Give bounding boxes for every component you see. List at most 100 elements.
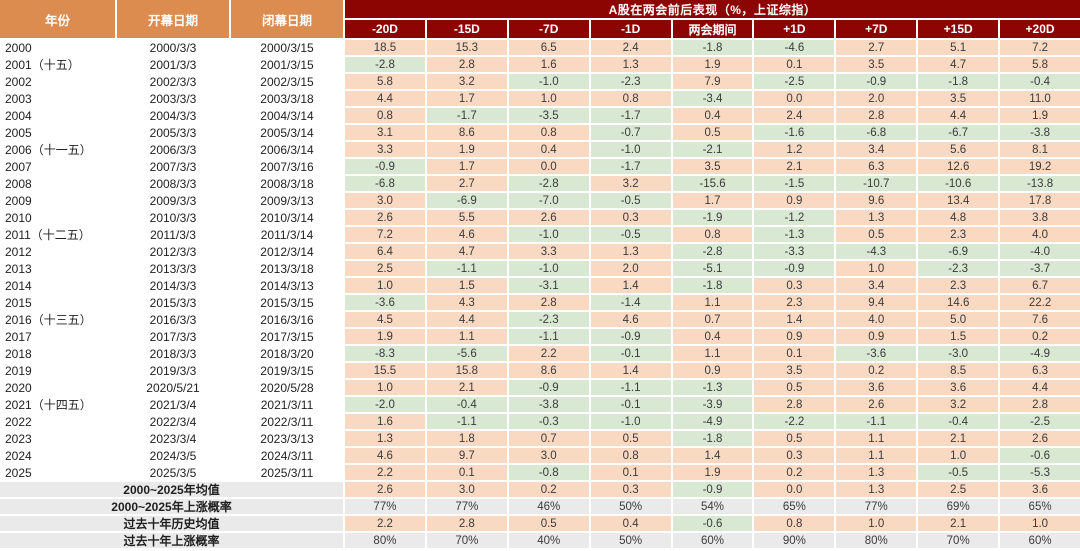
perf-cell: 2.5 [345,261,425,276]
year-cell: 2025 [5,465,32,480]
perf-cell: 1.1 [672,295,753,310]
perf-cell: 5.6 [918,142,999,157]
table-row: 2018 2018/3/3 2018/3/20 -8.3 -5.6 2.2 -0.1 1.1 0… [0,346,1080,361]
perf-cell: 0.3 [754,278,835,293]
perf-cell: 0.1 [754,57,835,72]
table-row: 2004 2004/3/3 2004/3/14 0.8 -1.7 -3.5 -1.7 0.4 2… [0,108,1080,123]
open-date-cell: 2023/3/4 [149,431,197,446]
perf-cell: 15.3 [426,40,507,55]
summary-value-cell: 50% [590,499,671,514]
perf-cell: -0.1 [590,346,671,361]
perf-cell: -1.8 [672,40,753,55]
perf-cell: 3.5 [918,91,999,106]
open-date-cell: 2015/3/3 [149,295,197,310]
summary-value-cell: 70% [918,533,999,548]
summary-value-cell: -0.6 [672,516,753,531]
table-row: 2024 2024/3/5 2024/3/11 4.6 9.7 3.0 0.8 1.4 0.3 1… [0,448,1080,463]
perf-cell: -3.4 [672,91,753,106]
col-header-minus-7d: -7D [508,20,589,38]
close-date-cell: 2005/3/14 [260,125,314,140]
summary-value-cell: 0.3 [590,482,671,497]
perf-cell: 2.7 [426,176,507,191]
year-cell: 2022 [5,414,32,429]
perf-cell: 6.3 [1000,363,1080,378]
col-header-during-sessions: 两会期间 [672,20,753,38]
summary-value-cell: 77% [345,499,425,514]
perf-cell: -0.9 [754,261,835,276]
perf-cell: 2.2 [345,465,425,480]
perf-cell: -2.2 [754,414,835,429]
close-date-cell: 2003/3/18 [260,91,314,106]
perf-cell: -1.0 [590,142,671,157]
summary-value-cell: 50% [590,533,671,548]
year-cell: 2011（十二五） [5,228,91,242]
close-date-cell: 2021/3/11 [260,397,314,412]
summary-label-cell: 2000~2025年均值 [0,482,343,497]
summary-label-cell: 过去十年历史均值 [0,516,343,531]
summary-row: 2000~2025年上涨概率 77% 77% 46% 50% 54% 65% 77% 69% 65… [0,499,1080,514]
perf-cell: 0.0 [508,159,589,174]
perf-cell: 0.0 [754,91,835,106]
perf-cell: 1.8 [426,431,507,446]
summary-row: 2000~2025年均值 2.6 3.0 0.2 0.3 -0.9 0.0 1.3 2.5 3.6 [0,482,1080,497]
table-row: 2001（十五） 2001/3/3 2001/3/15 -2.8 2.8 1.6 1.3 1.… [0,57,1080,72]
perf-cell: -1.8 [672,278,753,293]
perf-cell: 18.5 [345,40,425,55]
table-row: 2023 2023/3/4 2023/3/13 1.3 1.8 0.7 0.5 -1.8 0.5… [0,431,1080,446]
col-header-plus-20d: +20D [1000,20,1080,38]
perf-cell: -4.0 [1000,244,1080,259]
perf-cell: 3.5 [672,159,753,174]
perf-cell: 2.1 [754,159,835,174]
open-date-cell: 2005/3/3 [149,125,197,140]
perf-cell: -6.8 [345,176,425,191]
year-cell: 2016（十三五） [5,313,92,327]
open-date-cell: 2008/3/3 [149,176,197,191]
perf-cell: -1.7 [426,108,507,123]
perf-cell: 0.2 [836,363,917,378]
perf-cell: 0.7 [508,431,589,446]
open-date-cell: 2020/5/21 [146,380,200,395]
perf-cell: 0.5 [754,380,835,395]
perf-cell: 3.6 [918,380,999,395]
summary-value-cell: -0.9 [672,482,753,497]
year-cell: 2019 [5,363,32,378]
perf-cell: 1.1 [836,448,917,463]
table-body: 2000 2000/3/3 2000/3/15 18.5 15.3 6.5 2.4 -1.8-… [0,40,1080,548]
perf-cell: 3.4 [836,278,917,293]
summary-value-cell: 80% [836,533,917,548]
close-date-cell: 2022/3/11 [260,414,314,429]
year-cell: 2013 [5,261,32,276]
perf-cell: 15.8 [426,363,507,378]
close-date-cell: 2007/3/16 [260,159,314,174]
perf-cell: 0.1 [426,465,507,480]
perf-cell: 0.8 [508,125,589,140]
year-cell: 2015 [5,295,32,310]
perf-cell: 1.0 [836,261,917,276]
table-row: 2009 2009/3/3 2009/3/13 3.0 -6.9 -7.0 -0.5 1.7 0… [0,193,1080,208]
open-date-cell: 2003/3/3 [149,91,197,106]
perf-cell: -1.3 [754,227,835,242]
perf-cell: -5.1 [672,261,753,276]
close-date-cell: 2020/5/28 [260,380,314,395]
perf-cell: -1.0 [508,74,589,89]
summary-value-cell: 0.2 [508,482,589,497]
perf-cell: 1.3 [590,244,671,259]
perf-cell: 0.3 [754,448,835,463]
open-date-cell: 2011/3/3 [150,227,196,242]
perf-cell: 5.8 [345,74,425,89]
perf-cell: 2.3 [918,278,999,293]
table-row: 2021（十四五） 2021/3/4 2021/3/11 -2.0 -0.4 -3.8 -0… [0,397,1080,412]
perf-cell: -0.5 [590,193,671,208]
perf-cell: 4.7 [918,57,999,72]
perf-cell: -3.9 [672,397,753,412]
perf-cell: -6.7 [918,125,999,140]
perf-cell: -3.8 [1000,125,1080,140]
perf-cell: 1.0 [508,91,589,106]
perf-cell: 3.5 [754,363,835,378]
open-date-cell: 2002/3/3 [149,74,197,89]
perf-cell: -6.9 [426,193,507,208]
perf-cell: -2.8 [508,176,589,191]
table-row: 2011（十二五） 2011/3/3 2011/3/14 7.2 4.6 -1.0 -0.5… [0,227,1080,242]
col-header-plus-7d: +7D [836,20,917,38]
summary-value-cell: 1.0 [836,516,917,531]
